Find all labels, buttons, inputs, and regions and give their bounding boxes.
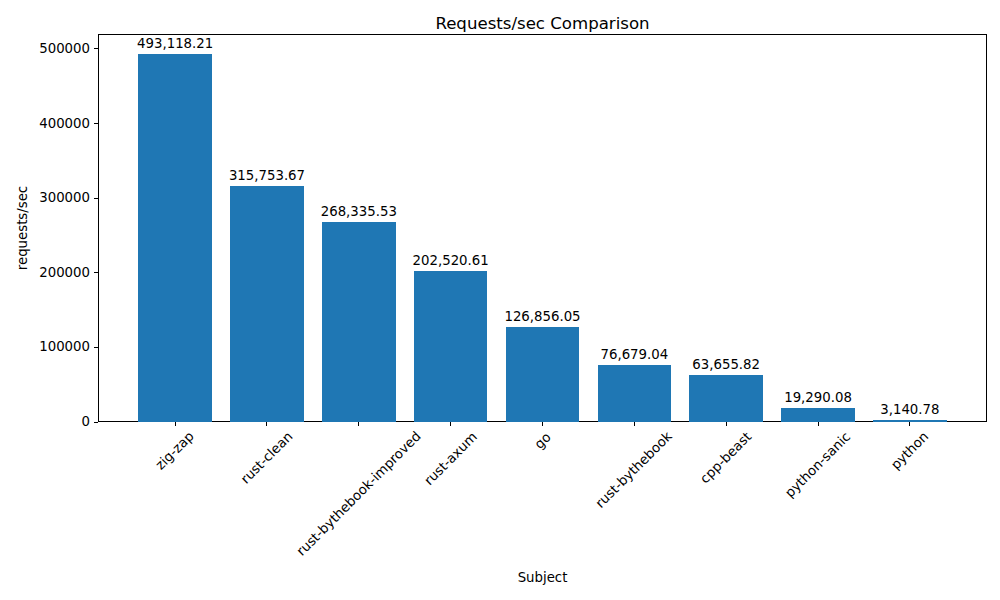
bar [414,271,487,422]
y-tick-mark [94,123,98,124]
x-tick-label: zig-zap [153,429,198,474]
bar-value-label: 493,118.21 [105,36,245,52]
y-tick-mark [94,272,98,273]
bar-value-label: 126,856.05 [473,309,613,325]
x-tick-label: python-sanic [782,429,854,501]
x-tick-label: cpp-beast [697,429,755,487]
y-tick-mark [94,422,98,423]
x-tick-mark [542,422,543,426]
bar-value-label: 202,520.61 [381,253,521,269]
bar-value-label: 63,655.82 [656,357,796,373]
x-tick-mark [909,422,910,426]
bar [230,186,303,422]
y-tick-label: 400000 [0,116,90,132]
x-tick-label: rust-bythebook-improved [293,429,424,560]
x-tick-mark [634,422,635,426]
x-tick-label: go [531,429,554,452]
y-tick-mark [94,48,98,49]
y-tick-label: 100000 [0,339,90,355]
x-tick-mark [358,422,359,426]
x-tick-label: python [888,429,932,473]
x-tick-mark [175,422,176,426]
bar [506,327,579,422]
bar [598,365,671,422]
y-tick-label: 300000 [0,190,90,206]
x-tick-mark [818,422,819,426]
y-tick-mark [94,198,98,199]
bar-value-label: 268,335.53 [289,204,429,220]
x-tick-mark [726,422,727,426]
x-tick-label: rust-clean [238,429,296,487]
x-tick-mark [450,422,451,426]
chart-title: Requests/sec Comparison [98,14,987,34]
y-tick-label: 0 [0,414,90,430]
y-tick-mark [94,347,98,348]
bar-value-label: 3,140.78 [840,402,980,418]
x-tick-label: rust-axum [421,429,481,489]
x-tick-label: rust-bythebook [593,429,676,512]
x-tick-mark [266,422,267,426]
bar-chart: Requests/sec Comparison requests/sec Sub… [0,0,1000,600]
bar [322,222,395,422]
bar-value-label: 315,753.67 [197,168,337,184]
y-tick-label: 500000 [0,41,90,57]
bar [138,54,211,422]
y-tick-label: 200000 [0,265,90,281]
x-axis-label: Subject [98,570,987,586]
